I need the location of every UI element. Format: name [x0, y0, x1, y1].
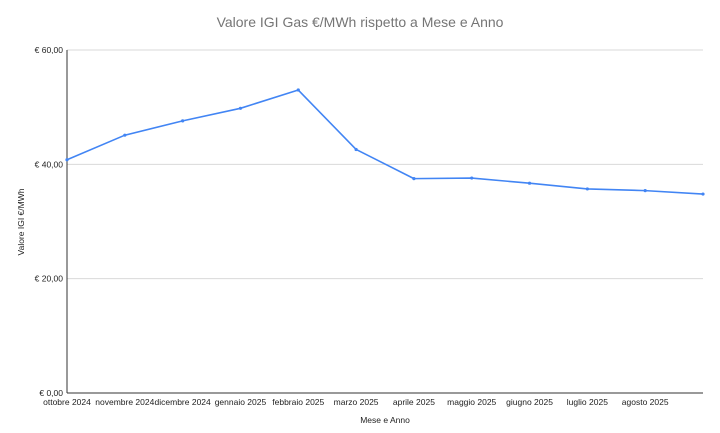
data-point[interactable]	[470, 176, 474, 180]
x-axis-ticks: ottobre 2024 novembre 2024 dicembre 2024 ge…	[43, 397, 669, 407]
data-point[interactable]	[701, 192, 705, 196]
x-tick-label: gennaio 2025	[215, 397, 267, 407]
x-tick-label: febbraio 2025	[272, 397, 324, 407]
chart-title: Valore IGI Gas €/MWh rispetto a Mese e A…	[217, 14, 504, 30]
data-point[interactable]	[527, 181, 532, 185]
y-axis-ticks: € 0,00 € 20,00 € 40,00 € 60,00	[35, 45, 64, 398]
data-point[interactable]	[643, 189, 647, 193]
y-tick-label: € 0,00	[39, 388, 63, 398]
y-tick-label: € 40,00	[35, 159, 64, 169]
data-point[interactable]	[354, 147, 358, 152]
data-point[interactable]	[585, 187, 589, 191]
x-tick-label: maggio 2025	[447, 397, 496, 407]
x-tick-label: ottobre 2024	[43, 397, 91, 407]
series-line	[66, 89, 704, 195]
data-point[interactable]	[412, 177, 416, 181]
x-tick-label: marzo 2025	[334, 397, 379, 407]
x-axis-title: Mese e Anno	[360, 415, 410, 425]
data-point[interactable]	[181, 119, 185, 123]
data-point[interactable]	[65, 158, 69, 162]
x-tick-label: dicembre 2024	[155, 397, 212, 407]
data-point[interactable]	[296, 88, 300, 92]
y-tick-label: € 60,00	[35, 45, 64, 55]
data-point[interactable]	[238, 106, 243, 110]
data-point[interactable]	[123, 133, 127, 137]
x-tick-label: novembre 2024	[95, 397, 154, 407]
data-series	[65, 88, 705, 196]
x-tick-label: giugno 2025	[506, 397, 553, 407]
y-tick-label: € 20,00	[35, 274, 64, 284]
y-axis-title: Valore IGI €/MWh	[16, 188, 26, 255]
x-tick-label: luglio 2025	[567, 397, 608, 407]
x-tick-label: aprile 2025	[393, 397, 435, 407]
x-tick-label: agosto 2025	[622, 397, 669, 407]
